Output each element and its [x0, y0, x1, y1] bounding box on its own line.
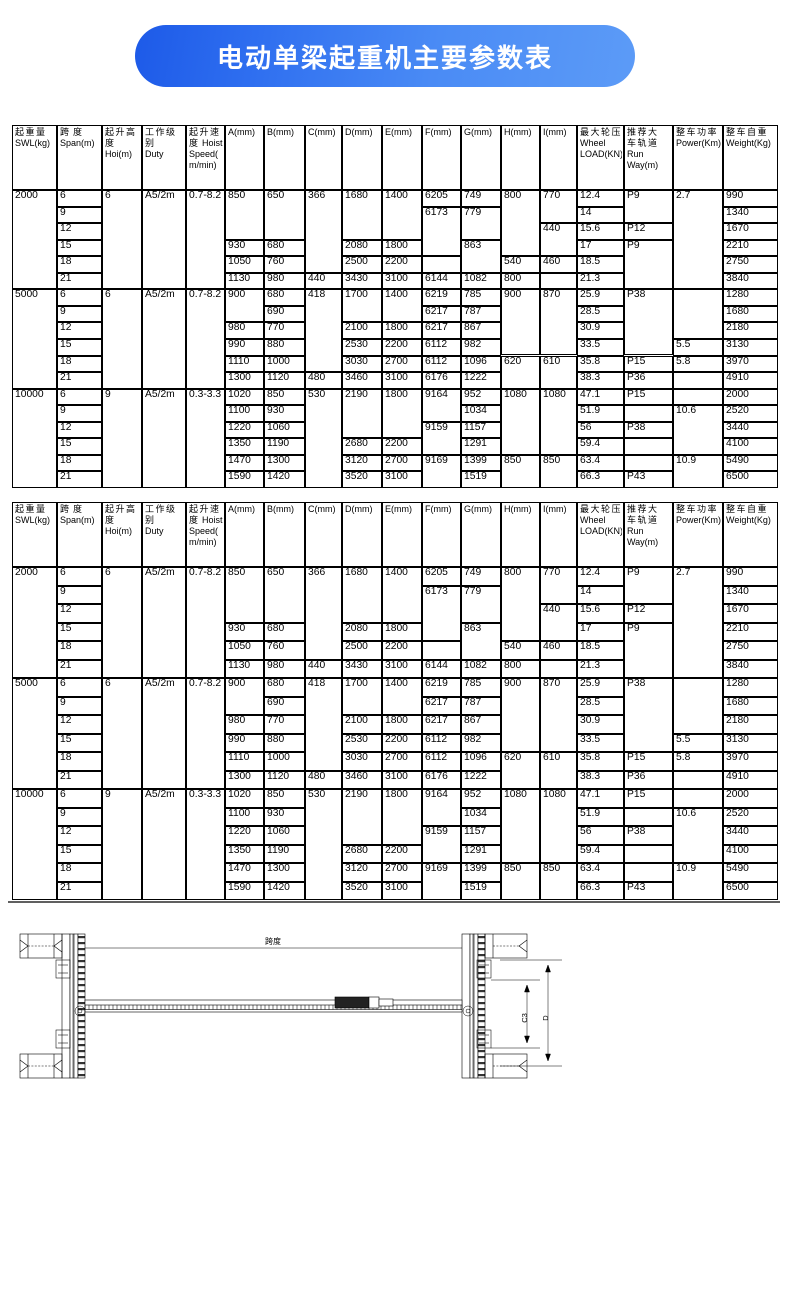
svg-text:跨度: 跨度 [265, 936, 281, 946]
svg-text:D: D [541, 1015, 550, 1021]
svg-text:C3: C3 [520, 1013, 529, 1023]
